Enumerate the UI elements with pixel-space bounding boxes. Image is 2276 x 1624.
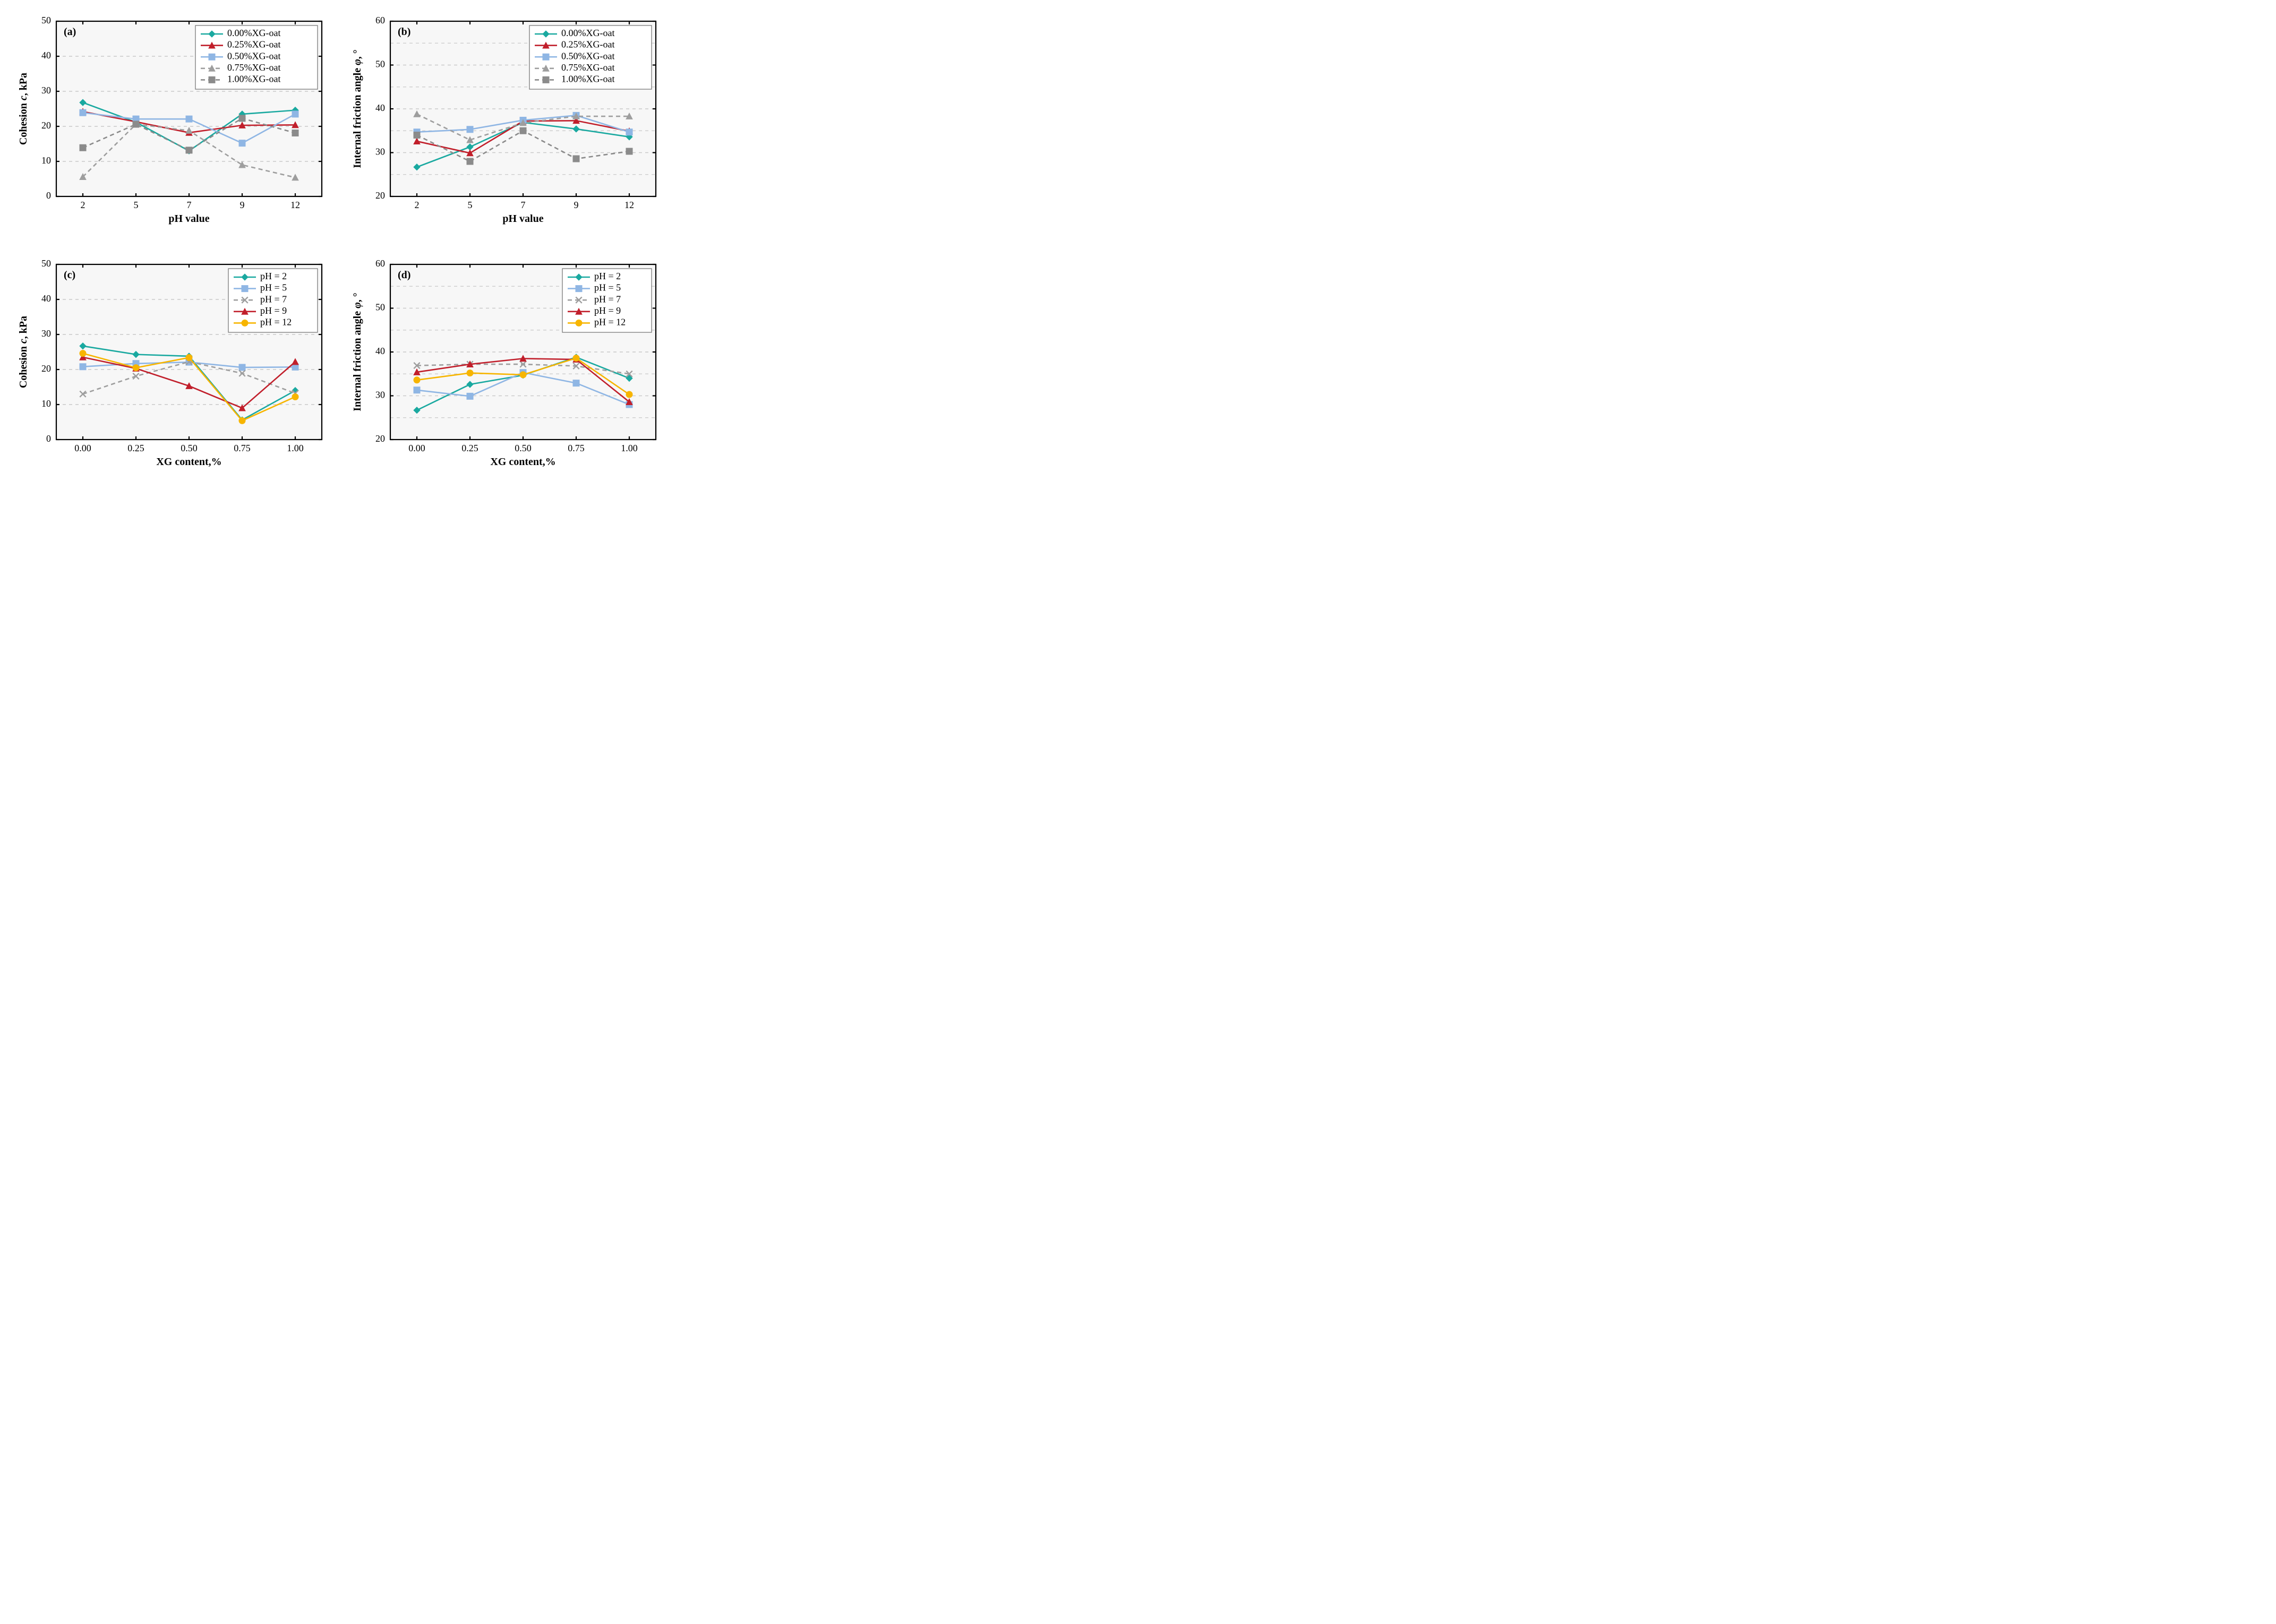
svg-text:60: 60 (375, 258, 385, 269)
svg-text:pH = 7: pH = 7 (260, 294, 287, 304)
svg-text:0: 0 (46, 433, 51, 444)
svg-text:60: 60 (375, 15, 385, 25)
svg-text:pH value: pH value (168, 213, 209, 225)
svg-text:0.00%XG-oat: 0.00%XG-oat (227, 28, 280, 38)
svg-text:0.75: 0.75 (568, 443, 585, 453)
svg-text:0.25: 0.25 (461, 443, 478, 453)
svg-text:0.50%XG-oat: 0.50%XG-oat (227, 50, 280, 61)
svg-text:7: 7 (521, 200, 526, 210)
svg-text:9: 9 (240, 200, 245, 210)
svg-text:5: 5 (134, 200, 139, 210)
svg-text:0.50%XG-oat: 0.50%XG-oat (561, 50, 614, 61)
svg-text:Cohesion c, kPa: Cohesion c, kPa (18, 73, 29, 145)
svg-text:XG content,%: XG content,% (490, 456, 555, 468)
svg-text:40: 40 (41, 293, 51, 304)
svg-text:1.00: 1.00 (621, 443, 638, 453)
svg-text:20: 20 (375, 190, 385, 201)
chart-b: 20 30 40 50 60 2 5 7 9 12 (b) pH value Internal fric… (345, 11, 669, 244)
svg-text:12: 12 (290, 200, 300, 210)
svg-text:(a): (a) (64, 26, 76, 38)
svg-text:0.00: 0.00 (408, 443, 425, 453)
svg-text:50: 50 (375, 59, 385, 70)
svg-text:pH = 12: pH = 12 (260, 317, 292, 328)
svg-text:30: 30 (375, 390, 385, 400)
svg-text:30: 30 (41, 328, 51, 339)
svg-text:0.75: 0.75 (234, 443, 251, 453)
svg-text:(d): (d) (398, 269, 410, 281)
svg-text:50: 50 (375, 302, 385, 313)
svg-text:Internal friction angle φ, °: Internal friction angle φ, ° (352, 49, 363, 168)
svg-text:pH = 9: pH = 9 (594, 305, 621, 316)
svg-text:0.25: 0.25 (127, 443, 144, 453)
svg-text:2: 2 (81, 200, 85, 210)
svg-text:0.75%XG-oat: 0.75%XG-oat (561, 62, 614, 73)
svg-text:0.25%XG-oat: 0.25%XG-oat (561, 39, 614, 50)
svg-text:(c): (c) (64, 269, 75, 281)
svg-text:50: 50 (41, 258, 51, 269)
svg-text:Internal friction angle φ, °: Internal friction angle φ, ° (352, 293, 363, 411)
svg-text:2: 2 (415, 200, 420, 210)
panel-d: 20 30 40 50 60 0.00 0.25 0.50 0.75 1.00 (d) XG cont… (345, 254, 669, 487)
svg-text:50: 50 (41, 15, 51, 25)
svg-text:30: 30 (375, 147, 385, 157)
svg-text:pH = 12: pH = 12 (594, 317, 626, 328)
svg-text:pH = 5: pH = 5 (594, 282, 621, 293)
svg-text:20: 20 (41, 363, 51, 374)
svg-text:0.75%XG-oat: 0.75%XG-oat (227, 62, 280, 73)
svg-text:Cohesion c, kPa: Cohesion c, kPa (18, 316, 29, 388)
svg-text:7: 7 (187, 200, 192, 210)
panel-b: 20 30 40 50 60 2 5 7 9 12 (b) pH value Internal fric… (345, 11, 669, 244)
svg-text:0.25%XG-oat: 0.25%XG-oat (227, 39, 280, 50)
svg-text:pH = 2: pH = 2 (260, 271, 287, 281)
panel-a: 0 10 20 30 40 50 2 5 7 9 12 (a) pH value Cohesion c, … (11, 11, 335, 244)
svg-text:9: 9 (574, 200, 579, 210)
svg-text:10: 10 (41, 155, 51, 166)
svg-text:1.00%XG-oat: 1.00%XG-oat (227, 74, 280, 84)
svg-text:0: 0 (46, 190, 51, 201)
panel-c: 0 10 20 30 40 50 0.00 0.25 0.50 0.75 1.00 (c) XG con… (11, 254, 335, 487)
chart-d: 20 30 40 50 60 0.00 0.25 0.50 0.75 1.00 (d) XG cont… (345, 254, 669, 487)
svg-text:0.50: 0.50 (181, 443, 198, 453)
svg-text:pH = 5: pH = 5 (260, 282, 287, 293)
svg-text:pH = 7: pH = 7 (594, 294, 621, 304)
chart-a: 0 10 20 30 40 50 2 5 7 9 12 (a) pH value Cohesion c, … (11, 11, 335, 244)
svg-text:pH value: pH value (502, 213, 543, 225)
svg-text:40: 40 (375, 102, 385, 113)
svg-text:0.50: 0.50 (515, 443, 532, 453)
chart-c: 0 10 20 30 40 50 0.00 0.25 0.50 0.75 1.00 (c) XG con… (11, 254, 335, 487)
svg-text:0.00: 0.00 (74, 443, 91, 453)
svg-text:40: 40 (375, 346, 385, 356)
chart-grid: 01020304050257912(a)pH valueCohesion c, … (11, 11, 669, 487)
svg-text:5: 5 (468, 200, 473, 210)
svg-text:0.00%XG-oat: 0.00%XG-oat (561, 28, 614, 38)
svg-text:XG content,%: XG content,% (156, 456, 221, 468)
svg-text:30: 30 (41, 85, 51, 96)
svg-text:20: 20 (375, 433, 385, 444)
svg-text:10: 10 (41, 398, 51, 409)
svg-text:40: 40 (41, 50, 51, 61)
svg-text:(b): (b) (398, 26, 410, 38)
svg-text:12: 12 (624, 200, 634, 210)
svg-text:pH = 2: pH = 2 (594, 271, 621, 281)
svg-text:1.00%XG-oat: 1.00%XG-oat (561, 74, 614, 84)
svg-text:1.00: 1.00 (287, 443, 304, 453)
svg-text:20: 20 (41, 120, 51, 131)
svg-text:pH = 9: pH = 9 (260, 305, 287, 316)
